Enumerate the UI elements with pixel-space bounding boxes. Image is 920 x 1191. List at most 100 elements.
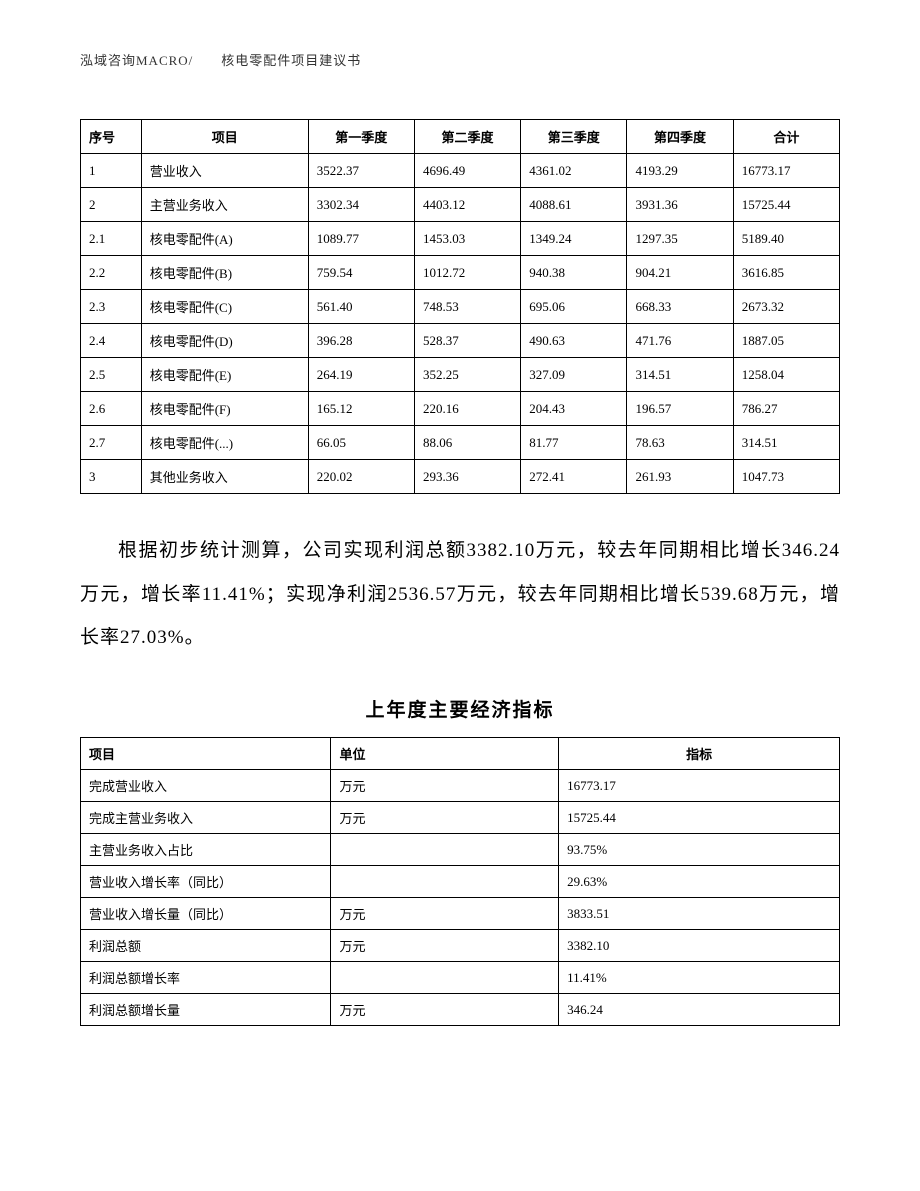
table-cell — [331, 962, 559, 994]
table-cell: 3 — [81, 460, 142, 494]
table-cell: 204.43 — [521, 392, 627, 426]
col-unit: 单位 — [331, 738, 559, 770]
col-q4: 第四季度 — [627, 120, 733, 154]
col-item: 项目 — [141, 120, 308, 154]
economic-indicators-table: 项目 单位 指标 完成营业收入万元16773.17完成主营业务收入万元15725… — [80, 737, 840, 1026]
table-cell: 万元 — [331, 770, 559, 802]
table-cell: 396.28 — [308, 324, 414, 358]
quarterly-revenue-table: 序号 项目 第一季度 第二季度 第三季度 第四季度 合计 1营业收入3522.3… — [80, 119, 840, 494]
table-cell: 314.51 — [733, 426, 839, 460]
table-cell: 2673.32 — [733, 290, 839, 324]
table-cell: 220.16 — [414, 392, 520, 426]
table-cell: 786.27 — [733, 392, 839, 426]
table-row: 2.6核电零配件(F)165.12220.16204.43196.57786.2… — [81, 392, 840, 426]
table-row: 2主营业务收入3302.344403.124088.613931.3615725… — [81, 188, 840, 222]
table-cell: 3522.37 — [308, 154, 414, 188]
table-cell: 核电零配件(D) — [141, 324, 308, 358]
table-cell: 940.38 — [521, 256, 627, 290]
table-cell: 1297.35 — [627, 222, 733, 256]
table-cell: 668.33 — [627, 290, 733, 324]
table-header-row: 序号 项目 第一季度 第二季度 第三季度 第四季度 合计 — [81, 120, 840, 154]
table-cell: 核电零配件(C) — [141, 290, 308, 324]
col-total: 合计 — [733, 120, 839, 154]
table-cell: 4193.29 — [627, 154, 733, 188]
col-seq: 序号 — [81, 120, 142, 154]
section-title: 上年度主要经济指标 — [80, 695, 840, 722]
table-cell: 1 — [81, 154, 142, 188]
table-row: 2.3核电零配件(C)561.40748.53695.06668.332673.… — [81, 290, 840, 324]
table-cell: 万元 — [331, 802, 559, 834]
table-row: 2.7核电零配件(...)66.0588.0681.7778.63314.51 — [81, 426, 840, 460]
table-cell: 272.41 — [521, 460, 627, 494]
table-cell: 营业收入增长率（同比） — [81, 866, 331, 898]
table-cell: 利润总额增长量 — [81, 994, 331, 1026]
col-indicator: 指标 — [559, 738, 840, 770]
col-q2: 第二季度 — [414, 120, 520, 154]
table-row: 2.5核电零配件(E)264.19352.25327.09314.511258.… — [81, 358, 840, 392]
table-row: 2.2核电零配件(B)759.541012.72940.38904.213616… — [81, 256, 840, 290]
table2-body: 完成营业收入万元16773.17完成主营业务收入万元15725.44主营业务收入… — [81, 770, 840, 1026]
table-row: 营业收入增长量（同比）万元3833.51 — [81, 898, 840, 930]
table-cell: 营业收入增长量（同比） — [81, 898, 331, 930]
table-cell: 其他业务收入 — [141, 460, 308, 494]
table-cell: 万元 — [331, 930, 559, 962]
table-cell: 561.40 — [308, 290, 414, 324]
table-cell: 327.09 — [521, 358, 627, 392]
table-cell: 16773.17 — [559, 770, 840, 802]
table-cell: 29.63% — [559, 866, 840, 898]
table-cell: 3931.36 — [627, 188, 733, 222]
table-cell: 3302.34 — [308, 188, 414, 222]
table-cell: 核电零配件(F) — [141, 392, 308, 426]
col-item: 项目 — [81, 738, 331, 770]
table-cell: 1012.72 — [414, 256, 520, 290]
table-row: 2.1核电零配件(A)1089.771453.031349.241297.355… — [81, 222, 840, 256]
table-cell: 1349.24 — [521, 222, 627, 256]
table-cell: 490.63 — [521, 324, 627, 358]
table-cell: 3616.85 — [733, 256, 839, 290]
table-cell — [331, 834, 559, 866]
table1-body: 1营业收入3522.374696.494361.024193.2916773.1… — [81, 154, 840, 494]
table-cell: 3833.51 — [559, 898, 840, 930]
table-cell: 2 — [81, 188, 142, 222]
table-cell: 220.02 — [308, 460, 414, 494]
table-cell: 293.36 — [414, 460, 520, 494]
table-cell: 471.76 — [627, 324, 733, 358]
table-cell: 主营业务收入 — [141, 188, 308, 222]
table-cell: 5189.40 — [733, 222, 839, 256]
table-cell: 利润总额增长率 — [81, 962, 331, 994]
table-cell: 1887.05 — [733, 324, 839, 358]
table-cell: 4088.61 — [521, 188, 627, 222]
table-cell: 16773.17 — [733, 154, 839, 188]
table-row: 营业收入增长率（同比） 29.63% — [81, 866, 840, 898]
col-q1: 第一季度 — [308, 120, 414, 154]
table-row: 2.4核电零配件(D)396.28528.37490.63471.761887.… — [81, 324, 840, 358]
table-cell: 完成主营业务收入 — [81, 802, 331, 834]
table-cell: 4361.02 — [521, 154, 627, 188]
table-cell: 2.3 — [81, 290, 142, 324]
table-cell: 2.2 — [81, 256, 142, 290]
col-q3: 第三季度 — [521, 120, 627, 154]
table-cell: 264.19 — [308, 358, 414, 392]
table-cell: 万元 — [331, 898, 559, 930]
table-cell: 2.4 — [81, 324, 142, 358]
table-cell: 695.06 — [521, 290, 627, 324]
table-cell: 1047.73 — [733, 460, 839, 494]
table-cell: 93.75% — [559, 834, 840, 866]
table-row: 主营业务收入占比93.75% — [81, 834, 840, 866]
table-cell: 165.12 — [308, 392, 414, 426]
table-cell: 营业收入 — [141, 154, 308, 188]
table-cell: 2.7 — [81, 426, 142, 460]
table-cell: 196.57 — [627, 392, 733, 426]
table-row: 利润总额增长率 11.41% — [81, 962, 840, 994]
table-cell: 759.54 — [308, 256, 414, 290]
table-cell: 11.41% — [559, 962, 840, 994]
table-cell: 4403.12 — [414, 188, 520, 222]
table-header-row: 项目 单位 指标 — [81, 738, 840, 770]
table-cell: 81.77 — [521, 426, 627, 460]
table-row: 完成主营业务收入万元15725.44 — [81, 802, 840, 834]
summary-paragraph: 根据初步统计测算，公司实现利润总额3382.10万元，较去年同期相比增长346.… — [80, 529, 840, 660]
table-cell: 核电零配件(A) — [141, 222, 308, 256]
table-row: 完成营业收入万元16773.17 — [81, 770, 840, 802]
table-cell: 核电零配件(...) — [141, 426, 308, 460]
table-cell: 1453.03 — [414, 222, 520, 256]
